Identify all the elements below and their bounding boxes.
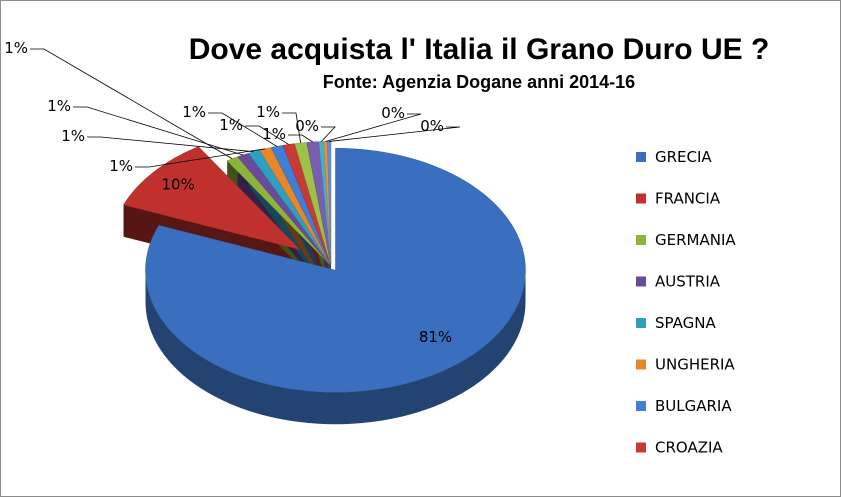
leader-line: [87, 136, 254, 153]
legend-label: GRECIA: [655, 148, 712, 166]
data-label: 0%: [295, 117, 319, 135]
legend-swatch: [636, 442, 646, 453]
legend-swatch: [636, 193, 646, 204]
data-label: 1%: [109, 157, 133, 175]
pie-labels: 81% 10% 1% 1% 1% 1% 1% 1% 1% 1% 0% 0% 0%: [4, 39, 461, 346]
legend-label: CROAZIA: [655, 439, 723, 457]
data-label: 1%: [61, 127, 85, 145]
leader-line: [208, 112, 278, 147]
legend-swatch: [636, 359, 646, 370]
leader-line: [245, 125, 289, 145]
data-label: 0%: [381, 104, 405, 122]
leader-line: [288, 134, 313, 143]
pie-tops: [123, 141, 526, 393]
data-label: 81%: [419, 328, 452, 346]
legend-label: FRANCIA: [655, 190, 721, 208]
data-label: 1%: [4, 39, 28, 57]
data-label: 1%: [262, 125, 286, 143]
slice-francia: [123, 146, 301, 251]
data-label: 1%: [47, 97, 71, 115]
chart-subtitle: Fonte: Agenzia Dogane anni 2014-16: [323, 72, 635, 92]
legend-label: BULGARIA: [655, 397, 732, 415]
data-label: 1%: [182, 103, 206, 121]
leader-line: [73, 106, 244, 156]
data-label: 1%: [219, 116, 243, 134]
legend-label: UNGHERIA: [655, 356, 735, 374]
data-label: 10%: [162, 176, 195, 194]
legend-swatch: [636, 318, 646, 328]
leader-line: [30, 48, 233, 160]
data-label: 1%: [256, 103, 280, 121]
leader-line: [135, 148, 266, 168]
leader-line: [320, 126, 336, 142]
leader-line: [325, 113, 422, 142]
legend-swatch: [636, 276, 646, 287]
legend-swatch: [636, 152, 646, 162]
leader-line: [329, 126, 461, 142]
legend-label: AUSTRIA: [655, 273, 721, 291]
leader-line: [282, 112, 302, 144]
legend-swatch: [636, 401, 646, 411]
legend: GRECIA FRANCIA GERMANIA AUSTRIA SPAGNA UNGHER…: [636, 148, 736, 457]
slice-grecia: [145, 147, 526, 393]
legend-swatch: [636, 235, 646, 245]
data-label: 0%: [420, 117, 444, 135]
chart-title: Dove acquista l' Italia il Grano Duro UE…: [189, 33, 770, 66]
legend-label: GERMANIA: [655, 231, 736, 249]
legend-label: SPAGNA: [655, 314, 716, 332]
slice-side: [145, 270, 526, 425]
